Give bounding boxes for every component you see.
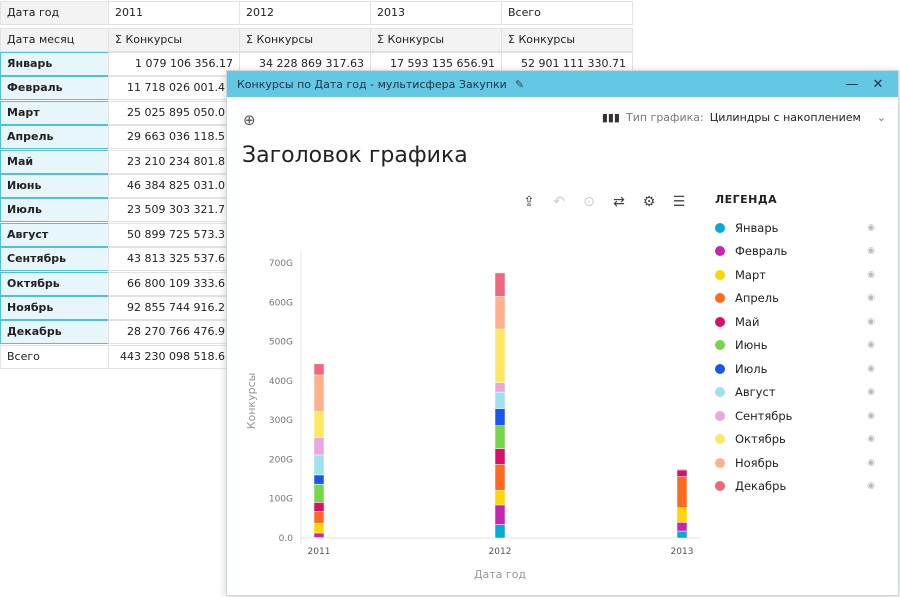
row-label[interactable]: Октябрь — [0, 272, 109, 296]
table-cell: 23 509 303 321.7 — [108, 198, 240, 222]
table-cell: 11 718 026 001.4 — [108, 76, 240, 100]
row-label[interactable]: Апрель — [0, 125, 109, 149]
chart-plot: 0.0 100G 200G 300G 400G 500G 600G 700G 2011 2012 2… — [227, 71, 900, 597]
y-tick-label: 0.0 — [279, 534, 294, 544]
bar-segment — [314, 523, 324, 533]
table-cell: 23 210 234 801.8 — [108, 150, 240, 174]
x-tick-label: 2012 — [489, 547, 512, 557]
bar-segment — [314, 438, 324, 455]
y-axis-title: Конкурсы — [245, 373, 258, 430]
bar-segment — [314, 475, 324, 484]
table-cell: 66 800 109 333.6 — [108, 272, 240, 296]
y-tick-label: 200G — [269, 455, 293, 465]
row-label[interactable]: Июнь — [0, 174, 109, 198]
total-label: Всего — [0, 345, 109, 369]
table-cell: 25 025 895 050.0 — [108, 101, 240, 125]
bar-segment — [677, 531, 687, 538]
measure-header[interactable]: Σ Конкурсы — [501, 28, 633, 52]
bar-segment — [495, 490, 505, 505]
bar-segment — [314, 511, 324, 523]
measure-header[interactable]: Σ Конкурсы — [239, 28, 371, 52]
bar-segment — [314, 455, 324, 475]
bar-segment — [314, 502, 324, 511]
table-cell: 50 899 725 573.3 — [108, 223, 240, 247]
row-header-year[interactable]: Дата год — [0, 1, 109, 25]
bar-segment — [495, 383, 505, 392]
measure-header[interactable]: Σ Конкурсы — [108, 28, 240, 52]
table-cell: 43 813 325 537.6 — [108, 247, 240, 271]
bar-segment — [495, 296, 505, 329]
bar-segment — [677, 470, 687, 477]
row-label[interactable]: Февраль — [0, 76, 109, 100]
row-label[interactable]: Сентябрь — [0, 247, 109, 271]
table-cell: 92 855 744 916.2 — [108, 296, 240, 320]
bar-segment — [314, 411, 324, 437]
y-tick-label: 600G — [269, 298, 293, 308]
bar-segment — [495, 409, 505, 426]
bar-segment — [495, 392, 505, 409]
column-header-year[interactable]: Всего — [501, 1, 633, 25]
chart-window: Конкурсы по Дата год - мультисфера Закуп… — [226, 70, 899, 596]
column-header-year[interactable]: 2011 — [108, 1, 240, 25]
bar-segment — [495, 525, 505, 538]
bar-segment — [314, 484, 324, 502]
y-tick-label: 500G — [269, 338, 293, 348]
x-axis-title: Дата год — [474, 568, 526, 581]
row-header-month[interactable]: Дата месяц — [0, 28, 109, 52]
column-header-year[interactable]: 2013 — [370, 1, 502, 25]
table-cell: 1 079 106 356.17 — [108, 52, 240, 76]
bar-segment — [677, 469, 687, 470]
row-label[interactable]: Март — [0, 101, 109, 125]
table-cell: 46 384 825 031.0 — [108, 174, 240, 198]
row-label[interactable]: Декабрь — [0, 320, 109, 344]
y-tick-label: 400G — [269, 377, 293, 387]
row-label[interactable]: Ноябрь — [0, 296, 109, 320]
bar-segment — [677, 477, 687, 508]
row-label[interactable]: Май — [0, 150, 109, 174]
total-cell: 443 230 098 518.6 — [108, 345, 240, 369]
bar-segment — [495, 426, 505, 449]
bar-segment — [495, 449, 505, 465]
bar-segment — [314, 375, 324, 411]
bar-segment — [314, 533, 324, 538]
row-label[interactable]: Июль — [0, 198, 109, 222]
table-cell: 28 270 766 476.9 — [108, 320, 240, 344]
bar-segment — [314, 364, 324, 375]
x-tick-label: 2013 — [671, 547, 694, 557]
bar-segment — [495, 273, 505, 297]
bar-segment — [495, 505, 505, 525]
x-tick-label: 2011 — [308, 547, 331, 557]
row-label[interactable]: Август — [0, 223, 109, 247]
column-header-year[interactable]: 2012 — [239, 1, 371, 25]
table-cell: 29 663 036 118.5 — [108, 125, 240, 149]
row-label[interactable]: Январь — [0, 52, 109, 76]
bar-segment — [677, 508, 687, 523]
bar-segment — [677, 522, 687, 531]
measure-header[interactable]: Σ Конкурсы — [370, 28, 502, 52]
y-tick-label: 100G — [269, 495, 293, 505]
bar-segment — [495, 329, 505, 383]
bar-segment — [495, 464, 505, 490]
y-tick-label: 300G — [269, 416, 293, 426]
y-tick-label: 700G — [269, 259, 293, 269]
